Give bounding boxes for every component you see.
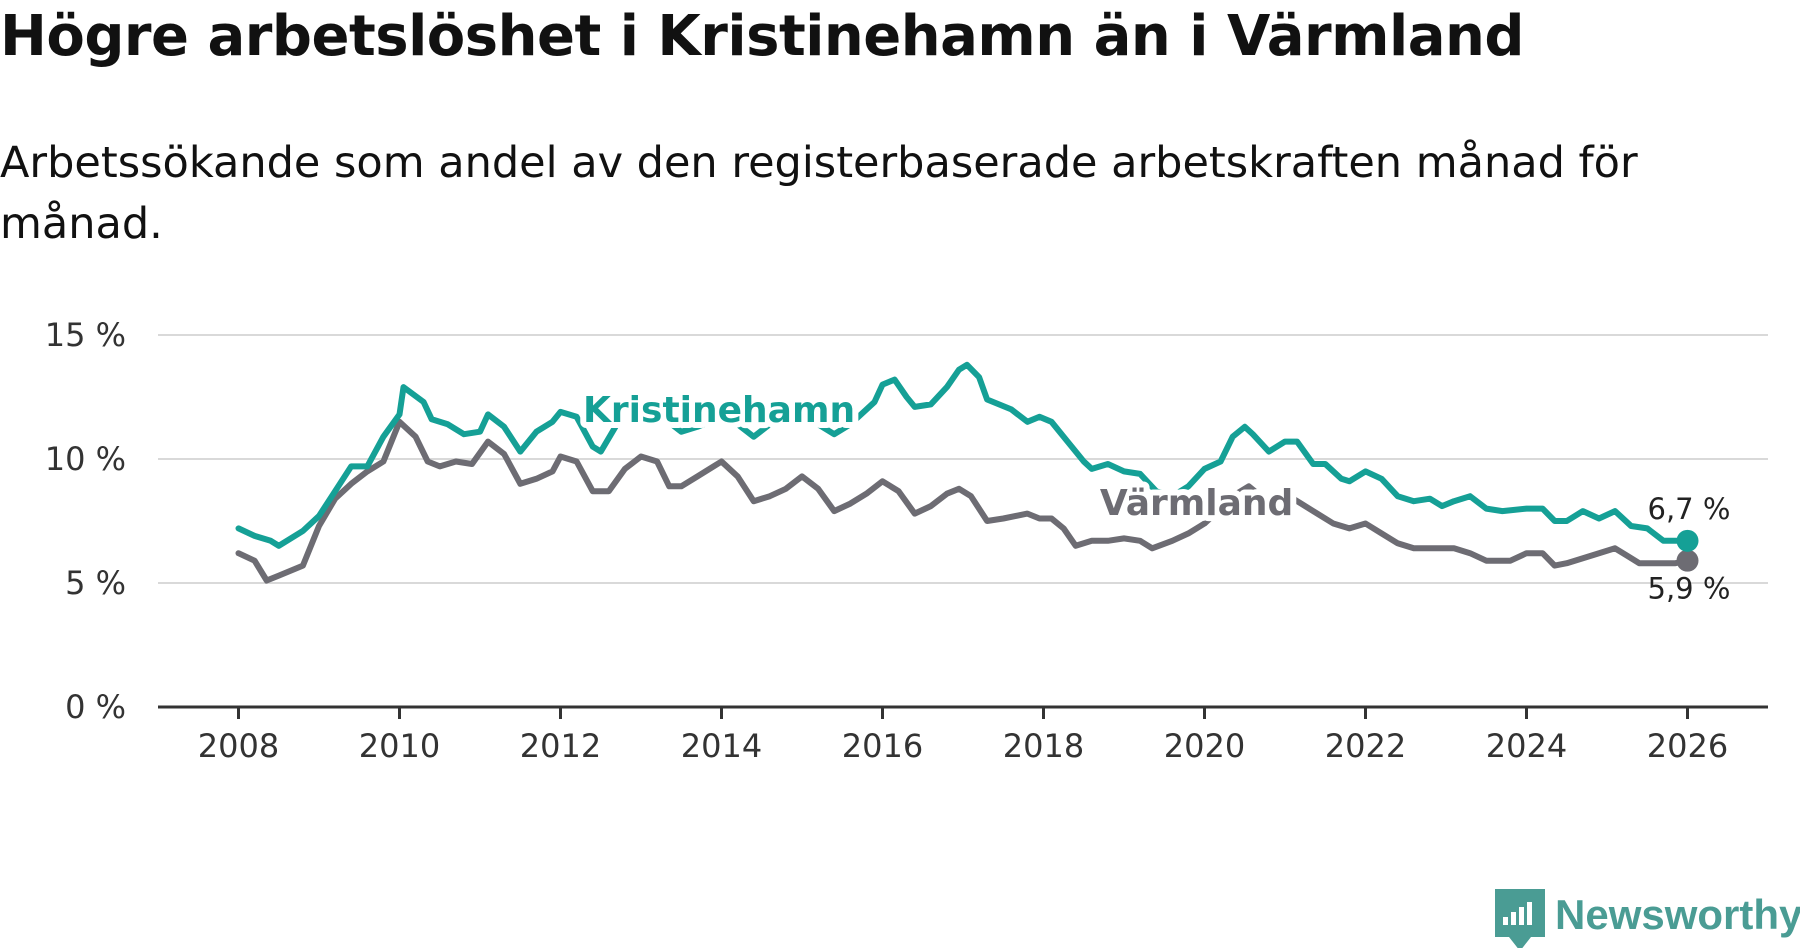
- branding[interactable]: Newsworthy: [1495, 889, 1800, 948]
- x-tick-label: 2016: [842, 727, 923, 765]
- chart-subtitle: Arbetssökande som andel av den registerb…: [0, 138, 1638, 249]
- chart-title: Högre arbetslöshet i Kristinehamn än i V…: [0, 4, 1524, 69]
- brand-name: Newsworthy: [1555, 891, 1800, 938]
- series-line-vrmland: [235, 418, 1691, 584]
- x-tick-label: 2014: [681, 727, 762, 765]
- y-tick-label: 10 %: [45, 440, 126, 478]
- series-line-kristinehamn: [235, 361, 1691, 549]
- grid-lines: [158, 334, 1768, 584]
- axes: 0 % 5 % 10 % 15 % 2008 2010 2012 2014 2016 2018 20…: [45, 316, 1768, 765]
- y-tick-label: 5 %: [65, 564, 126, 602]
- x-tick-label: 2024: [1486, 727, 1567, 765]
- end-point-vrmland: [1676, 549, 1699, 572]
- end-value-label-kristinehamn: 6,7 %: [1648, 492, 1731, 526]
- x-tick-label: 2008: [198, 727, 279, 765]
- newsworthy-logo-icon: [1495, 889, 1545, 948]
- x-tick-label: 2026: [1647, 727, 1728, 765]
- series-lines: [235, 361, 1699, 584]
- series-label-kristinehamn: Kristinehamn: [583, 390, 855, 431]
- end-value-label-varmland: 5,9 %: [1648, 572, 1731, 606]
- y-tick-label: 15 %: [45, 316, 126, 354]
- x-tick-label: 2012: [520, 727, 601, 765]
- x-tick-label: 2010: [359, 727, 440, 765]
- x-tick-label: 2020: [1164, 727, 1245, 765]
- series-labels: Kristinehamn Värmland 6,7 % 5,9 %: [577, 384, 1731, 606]
- end-point-kristinehamn: [1676, 529, 1699, 552]
- x-tick-label: 2018: [1003, 727, 1084, 765]
- series-label-varmland: Värmland: [1100, 483, 1293, 524]
- x-tick-label: 2022: [1325, 727, 1406, 765]
- y-tick-label: 0 %: [65, 688, 126, 726]
